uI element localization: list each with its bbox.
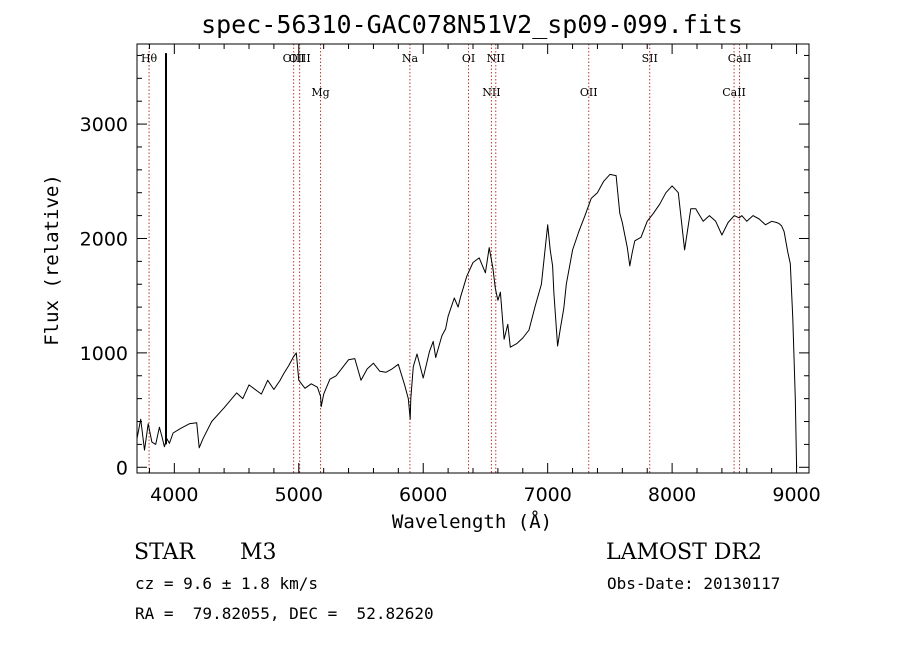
- x-tick-label: 5000: [275, 484, 323, 506]
- y-axis-label: Flux (relative): [41, 174, 63, 346]
- chart-title: spec-56310-GAC078N51V2_sp09-099.fits: [201, 10, 743, 39]
- y-tick-label: 1000: [80, 343, 128, 365]
- spectral-line-markers: [148, 44, 741, 473]
- y-tick-label: 0: [116, 457, 128, 479]
- x-axis-ticks: 4000 5000 6000 7000 8000 9000: [148, 44, 821, 506]
- line-label: OIII: [283, 52, 305, 65]
- series-layer: [136, 53, 798, 468]
- line-label: CaII: [722, 86, 746, 99]
- obs-date: Obs-Date: 20130117: [607, 574, 781, 593]
- x-axis-label: Wavelength (Å): [392, 510, 552, 533]
- line-label: NII: [487, 52, 505, 65]
- x-tick-label: 4000: [150, 484, 198, 506]
- spectrum-line: [136, 173, 798, 468]
- y-axis-ticks: 0 1000 2000 3000: [80, 54, 809, 479]
- line-label: Mg: [311, 86, 329, 99]
- line-label: OII: [580, 86, 598, 99]
- line-label: OIII: [289, 52, 311, 65]
- y-tick-label: 3000: [80, 114, 128, 136]
- line-label: SII: [642, 52, 658, 65]
- y-tick-label: 2000: [80, 228, 128, 250]
- x-tick-label: 9000: [772, 484, 820, 506]
- line-label: Hθ: [141, 52, 158, 65]
- survey-name: LAMOST DR2: [606, 540, 762, 565]
- line-label: NII: [482, 86, 500, 99]
- x-tick-label: 8000: [648, 484, 696, 506]
- object-subclass: M3: [240, 540, 277, 565]
- x-tick-label: 6000: [399, 484, 447, 506]
- velocity-readout: cz = 9.6 ± 1.8 km/s: [135, 574, 319, 593]
- plot-frame: [136, 43, 810, 474]
- coordinates: RA = 79.82055, DEC = 52.82620: [135, 604, 434, 623]
- x-tick-label: 7000: [523, 484, 571, 506]
- line-label: CaII: [728, 52, 752, 65]
- object-class: STAR: [134, 540, 195, 565]
- line-label: OI: [462, 52, 475, 65]
- line-label: Na: [402, 52, 419, 65]
